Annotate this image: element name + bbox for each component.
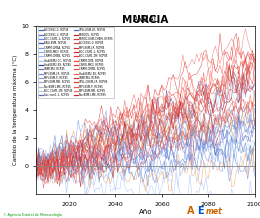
Text: met: met bbox=[205, 207, 222, 216]
Title: MURCIA: MURCIA bbox=[122, 15, 169, 25]
Text: E: E bbox=[198, 206, 204, 216]
X-axis label: Año: Año bbox=[139, 209, 152, 215]
Text: © Agencia Estatal de Meteorología: © Agencia Estatal de Meteorología bbox=[3, 213, 61, 217]
Text: A: A bbox=[187, 206, 195, 216]
Y-axis label: Cambio de la temperatura máxima (°C): Cambio de la temperatura máxima (°C) bbox=[13, 55, 18, 165]
Text: ANUAL: ANUAL bbox=[133, 15, 159, 24]
Legend: ACCESS1-0, RCP45, ACCESS1-3, RCP45, BCC-CSM1-1, RCP45, BNU-ESM, RCP45, CNRM-CM5A: ACCESS1-0, RCP45, ACCESS1-3, RCP45, BCC-… bbox=[38, 27, 114, 98]
